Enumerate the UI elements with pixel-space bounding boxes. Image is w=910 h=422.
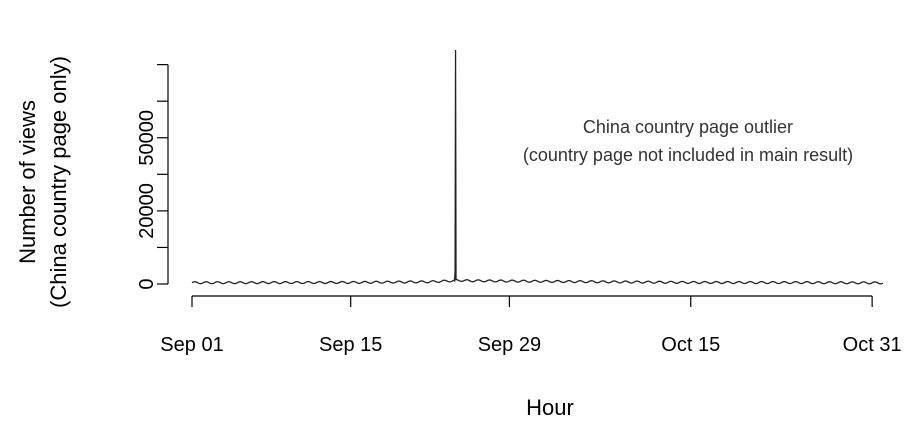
x-axis-title: Hour <box>526 395 574 420</box>
x-ticks: Sep 01 Sep 15 Sep 29 Oct 15 Oct 31 <box>160 296 902 356</box>
y-tick-label: 20000 <box>136 183 158 239</box>
series-line <box>191 49 884 285</box>
x-tick-label: Sep 29 <box>478 334 541 356</box>
x-axis: Sep 01 Sep 15 Sep 29 Oct 15 Oct 31 <box>160 295 902 356</box>
x-tick-label: Sep 01 <box>160 334 223 356</box>
y-tick-label: 0 <box>136 278 158 289</box>
x-tick-label: Sep 15 <box>319 334 382 356</box>
x-tick-label: Oct 15 <box>661 334 720 356</box>
y-tick-label: 50000 <box>136 110 158 166</box>
y-axis-title-line2: (China country page only) <box>46 56 71 308</box>
x-tick-label: Oct 31 <box>843 334 902 356</box>
y-axis-title-line1: Number of views <box>15 100 40 264</box>
y-ticks: 0 20000 50000 <box>136 64 168 290</box>
annotation-line1: China country page outlier <box>583 117 793 137</box>
y-axis: 0 20000 50000 <box>136 64 169 290</box>
annotation-line2: (country page not included in main resul… <box>523 145 853 165</box>
